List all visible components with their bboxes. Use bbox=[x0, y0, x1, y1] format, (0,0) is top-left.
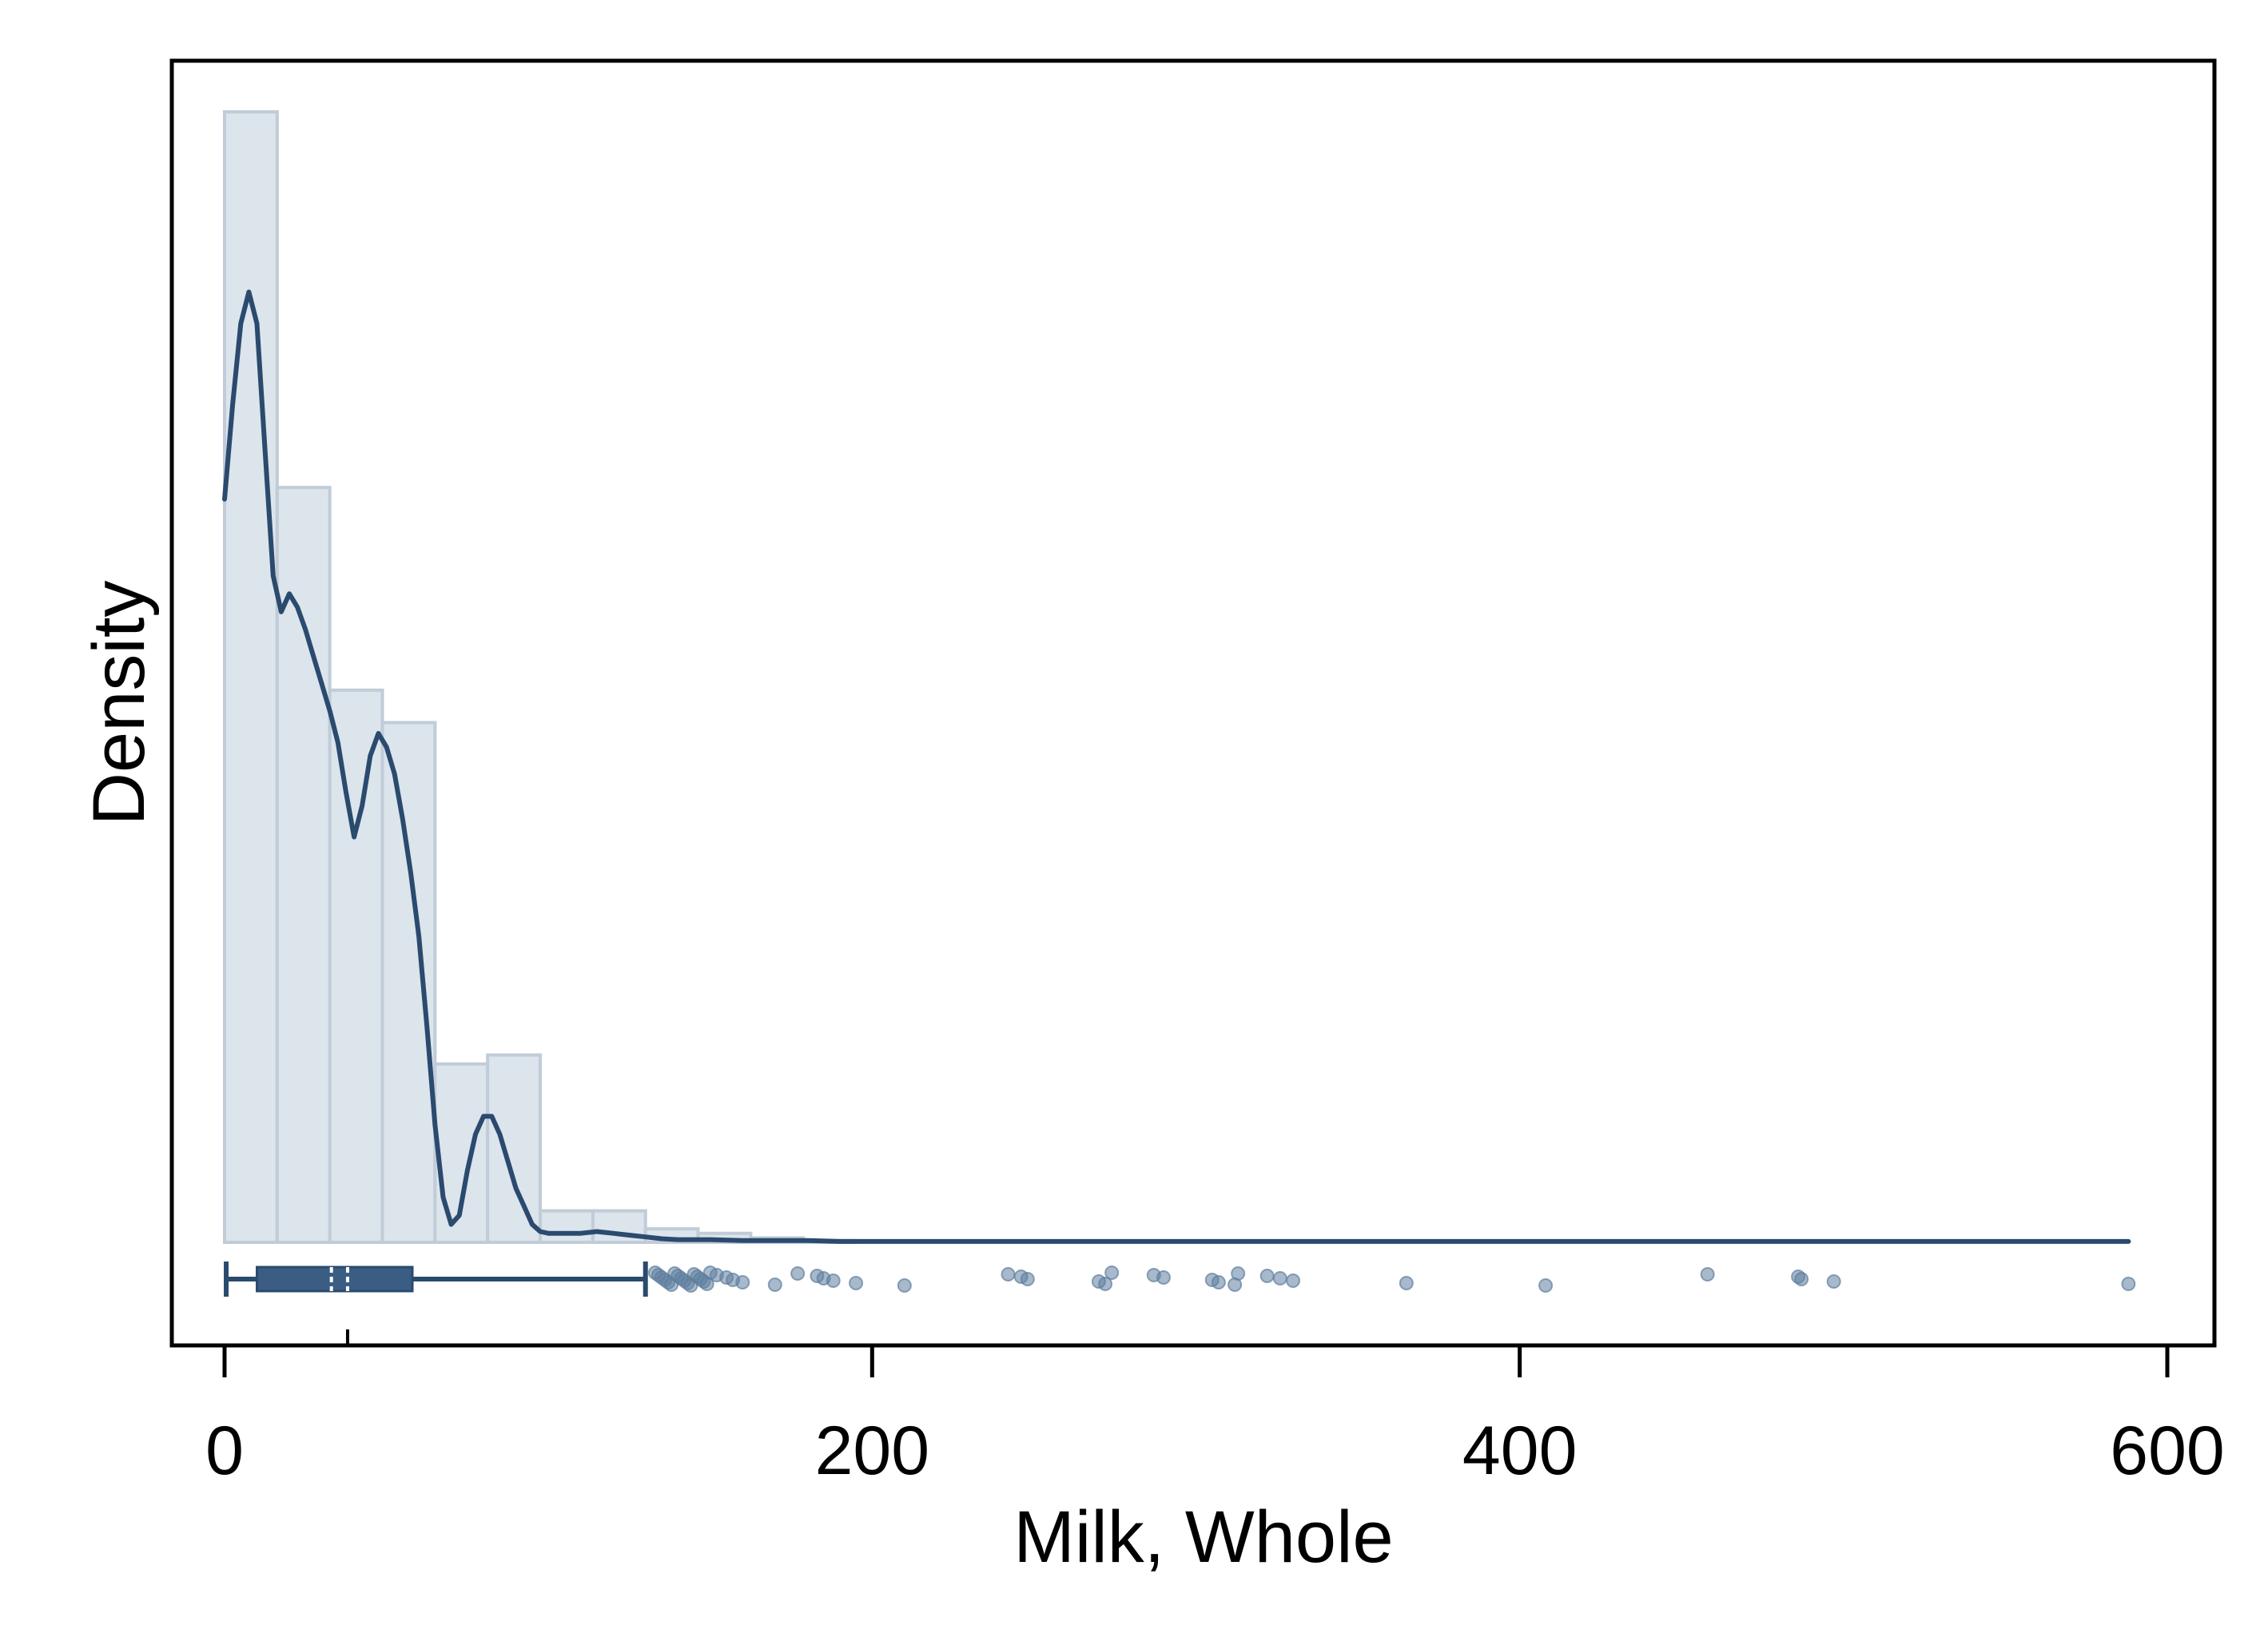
outlier-point bbox=[1001, 1267, 1016, 1281]
histogram-bar bbox=[539, 1209, 595, 1244]
outlier-point bbox=[1700, 1267, 1715, 1281]
outlier-point bbox=[1826, 1274, 1841, 1289]
outlier-point bbox=[1399, 1276, 1414, 1290]
histogram-bars bbox=[223, 110, 858, 1244]
plot-frame bbox=[169, 58, 2217, 1348]
outlier-point bbox=[826, 1274, 841, 1288]
outlier-point bbox=[1794, 1272, 1809, 1286]
y-axis-title: Density bbox=[78, 581, 160, 826]
x-tick-label: 0 bbox=[205, 1413, 244, 1489]
outlier-point bbox=[735, 1275, 750, 1289]
outlier-point bbox=[1156, 1270, 1171, 1285]
histogram-bar bbox=[328, 688, 384, 1244]
density-curve bbox=[222, 289, 2131, 1244]
outlier-point bbox=[1104, 1266, 1120, 1280]
outlier-point bbox=[767, 1277, 782, 1292]
histogram-bar bbox=[223, 110, 279, 1244]
outlier-point bbox=[1098, 1277, 1113, 1291]
outlier-point bbox=[1286, 1274, 1301, 1288]
x-tick-label: 400 bbox=[1462, 1413, 1578, 1489]
outlier-points bbox=[647, 1266, 2136, 1293]
x-axis: 0 200 400 600 bbox=[205, 1329, 2225, 1489]
outlier-point bbox=[849, 1276, 864, 1290]
outlier-point bbox=[790, 1266, 806, 1281]
outlier-point bbox=[1020, 1272, 1035, 1286]
outlier-point bbox=[1272, 1271, 1287, 1285]
histogram-bar bbox=[433, 1062, 490, 1244]
outlier-point bbox=[2121, 1277, 2136, 1291]
outlier-point bbox=[897, 1278, 912, 1293]
density-curve-group bbox=[222, 289, 2131, 1244]
outlier-point bbox=[1538, 1278, 1554, 1293]
outlier-point bbox=[1259, 1269, 1275, 1283]
histogram-bar bbox=[380, 721, 437, 1244]
boxplot-box bbox=[256, 1266, 414, 1293]
histogram-bar bbox=[486, 1053, 543, 1244]
x-axis-title: Milk, Whole bbox=[1013, 1496, 1393, 1578]
x-tick-label: 200 bbox=[815, 1413, 930, 1489]
outlier-point bbox=[1211, 1275, 1226, 1289]
boxplot bbox=[224, 1262, 648, 1297]
x-tick-label: 600 bbox=[2110, 1413, 2225, 1489]
histogram-bar bbox=[275, 486, 332, 1244]
outlier-point bbox=[1231, 1266, 1246, 1281]
